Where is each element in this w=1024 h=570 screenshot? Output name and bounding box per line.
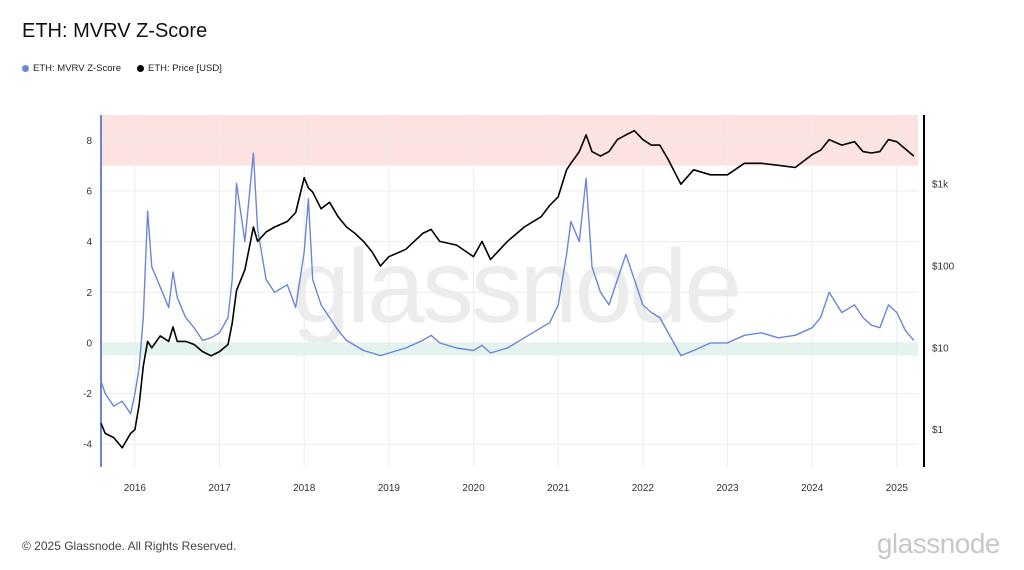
y-left-tick-label: 0 — [86, 338, 92, 349]
y-right-tick-label: $100 — [932, 262, 955, 273]
band-undervalued — [101, 342, 918, 356]
x-tick-label: 2020 — [462, 483, 485, 494]
x-tick-label: 2021 — [547, 483, 570, 494]
y-left-tick-label: 8 — [86, 136, 92, 147]
y-right-tick-label: $10 — [932, 343, 949, 354]
y-left-tick-label: -4 — [83, 440, 92, 451]
x-tick-label: 2022 — [632, 483, 655, 494]
chart-legend: ETH: MVRV Z-Score ETH: Price [USD] — [22, 63, 222, 74]
y-left-tick-label: -2 — [83, 389, 92, 400]
x-tick-label: 2024 — [801, 483, 824, 494]
legend-item-zscore[interactable]: ETH: MVRV Z-Score — [22, 63, 121, 74]
legend-item-price[interactable]: ETH: Price [USD] — [136, 63, 222, 74]
x-tick-label: 2018 — [293, 483, 316, 494]
x-tick-label: 2016 — [124, 483, 147, 494]
y-left-tick-label: 2 — [86, 288, 92, 299]
legend-swatch-price — [136, 65, 144, 72]
y-left-tick-label: 6 — [86, 186, 92, 197]
y-right-tick-label: $1k — [932, 180, 949, 191]
legend-label-price: ETH: Price [USD] — [147, 63, 222, 74]
x-tick-label: 2019 — [378, 483, 401, 494]
y-left-tick-label: 4 — [86, 237, 92, 248]
x-tick-label: 2025 — [886, 483, 909, 494]
x-tick-label: 2017 — [208, 483, 231, 494]
legend-swatch-zscore — [22, 65, 29, 72]
x-tick-label: 2023 — [716, 483, 739, 494]
chart-title: ETH: MVRV Z-Score — [22, 20, 208, 42]
brand-logo: glassnode — [876, 528, 1001, 559]
copyright-footer: © 2025 Glassnode. All Rights Reserved. — [22, 539, 237, 553]
series-line-price — [100, 129, 915, 449]
legend-label-zscore: ETH: MVRV Z-Score — [33, 63, 121, 74]
y-right-tick-label: $1 — [932, 425, 944, 436]
series-line-zscore — [100, 152, 915, 415]
